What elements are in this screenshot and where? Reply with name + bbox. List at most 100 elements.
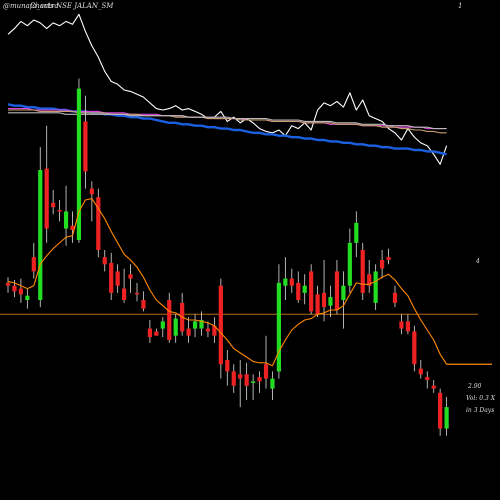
candle [251, 374, 256, 400]
candle [321, 260, 327, 322]
candle-body [302, 285, 307, 293]
candle-body [334, 271, 340, 310]
candle-body [418, 368, 423, 375]
candle [83, 95, 88, 189]
candle [328, 285, 333, 318]
last-price-label: 2.90 [467, 383, 482, 390]
candle [205, 321, 211, 338]
candle-body [225, 360, 230, 372]
candle-body [5, 282, 11, 286]
candle-body [31, 257, 36, 272]
candle-body [270, 378, 275, 389]
candle-body [399, 321, 404, 329]
candle [283, 257, 288, 300]
candle-body [186, 328, 191, 336]
candle [360, 242, 365, 300]
candle [238, 360, 243, 408]
candle [186, 317, 191, 343]
candle [70, 211, 75, 243]
candle-body [238, 374, 243, 379]
right-tick-label: 4 [475, 258, 480, 265]
candle-body [25, 295, 30, 300]
candles-layer [5, 78, 449, 436]
candle-body [309, 271, 314, 312]
candle [392, 285, 398, 308]
candle [263, 335, 269, 389]
candle [334, 260, 340, 315]
candle [76, 78, 82, 243]
candle-body [212, 325, 217, 336]
candle [309, 264, 314, 315]
candle [147, 320, 152, 343]
candle-body [341, 285, 346, 300]
candle-body [51, 202, 56, 208]
chart-title: Charts NSE JALAN_SM [30, 2, 114, 10]
candle-body [412, 331, 417, 365]
candle [102, 250, 107, 272]
candle-body [218, 285, 223, 365]
candle [167, 292, 172, 343]
candle-body [251, 381, 256, 383]
candle [44, 125, 49, 243]
candle-body [347, 242, 352, 286]
candle [270, 371, 275, 400]
candle [425, 371, 430, 389]
candle [89, 181, 94, 222]
candle-body [12, 285, 17, 292]
candle [399, 314, 404, 335]
candle [444, 397, 449, 436]
candle-body [283, 278, 288, 286]
candle-body [386, 257, 391, 260]
candle [231, 364, 236, 393]
candle [109, 252, 114, 300]
candle-body [147, 328, 152, 338]
candle-body [405, 321, 410, 332]
candle [244, 362, 249, 400]
candle [276, 264, 281, 379]
volume-label: Vol: 0.3 X [466, 395, 496, 402]
candle [128, 264, 133, 293]
candle-body [328, 297, 333, 306]
days-label: in 3 Days [466, 407, 494, 414]
candle-body [102, 257, 107, 265]
candle [160, 317, 165, 338]
candle-body [128, 274, 133, 279]
candle [218, 278, 223, 379]
candle [367, 260, 372, 293]
candle-body [96, 197, 101, 250]
candle [405, 314, 410, 335]
candle [438, 388, 443, 436]
candle [431, 380, 436, 393]
candle-body [276, 282, 281, 372]
candle [296, 271, 301, 303]
candle-body [122, 288, 127, 300]
candle-body [160, 321, 165, 329]
moving-average-line-4 [8, 109, 447, 134]
candle-body [354, 222, 359, 243]
candle [31, 242, 36, 279]
candle-body [431, 385, 436, 389]
candle-body [257, 377, 262, 382]
candle [5, 277, 11, 293]
candle [38, 147, 43, 308]
candle-body [425, 377, 430, 380]
candle-body [438, 392, 443, 429]
candle [418, 360, 423, 379]
candle [57, 200, 62, 222]
candle [18, 278, 23, 303]
candle-body [296, 282, 301, 300]
candle-body [289, 278, 294, 286]
candle [289, 268, 294, 293]
candle-body [134, 292, 140, 295]
candle [302, 274, 307, 305]
candle-body [373, 271, 378, 303]
candle-body [141, 300, 146, 309]
candle [192, 314, 198, 338]
candle-body [18, 288, 23, 295]
candle-body [44, 168, 49, 229]
candle [115, 264, 120, 293]
candle-body [360, 250, 365, 293]
candle [63, 185, 69, 246]
candle [122, 268, 127, 303]
